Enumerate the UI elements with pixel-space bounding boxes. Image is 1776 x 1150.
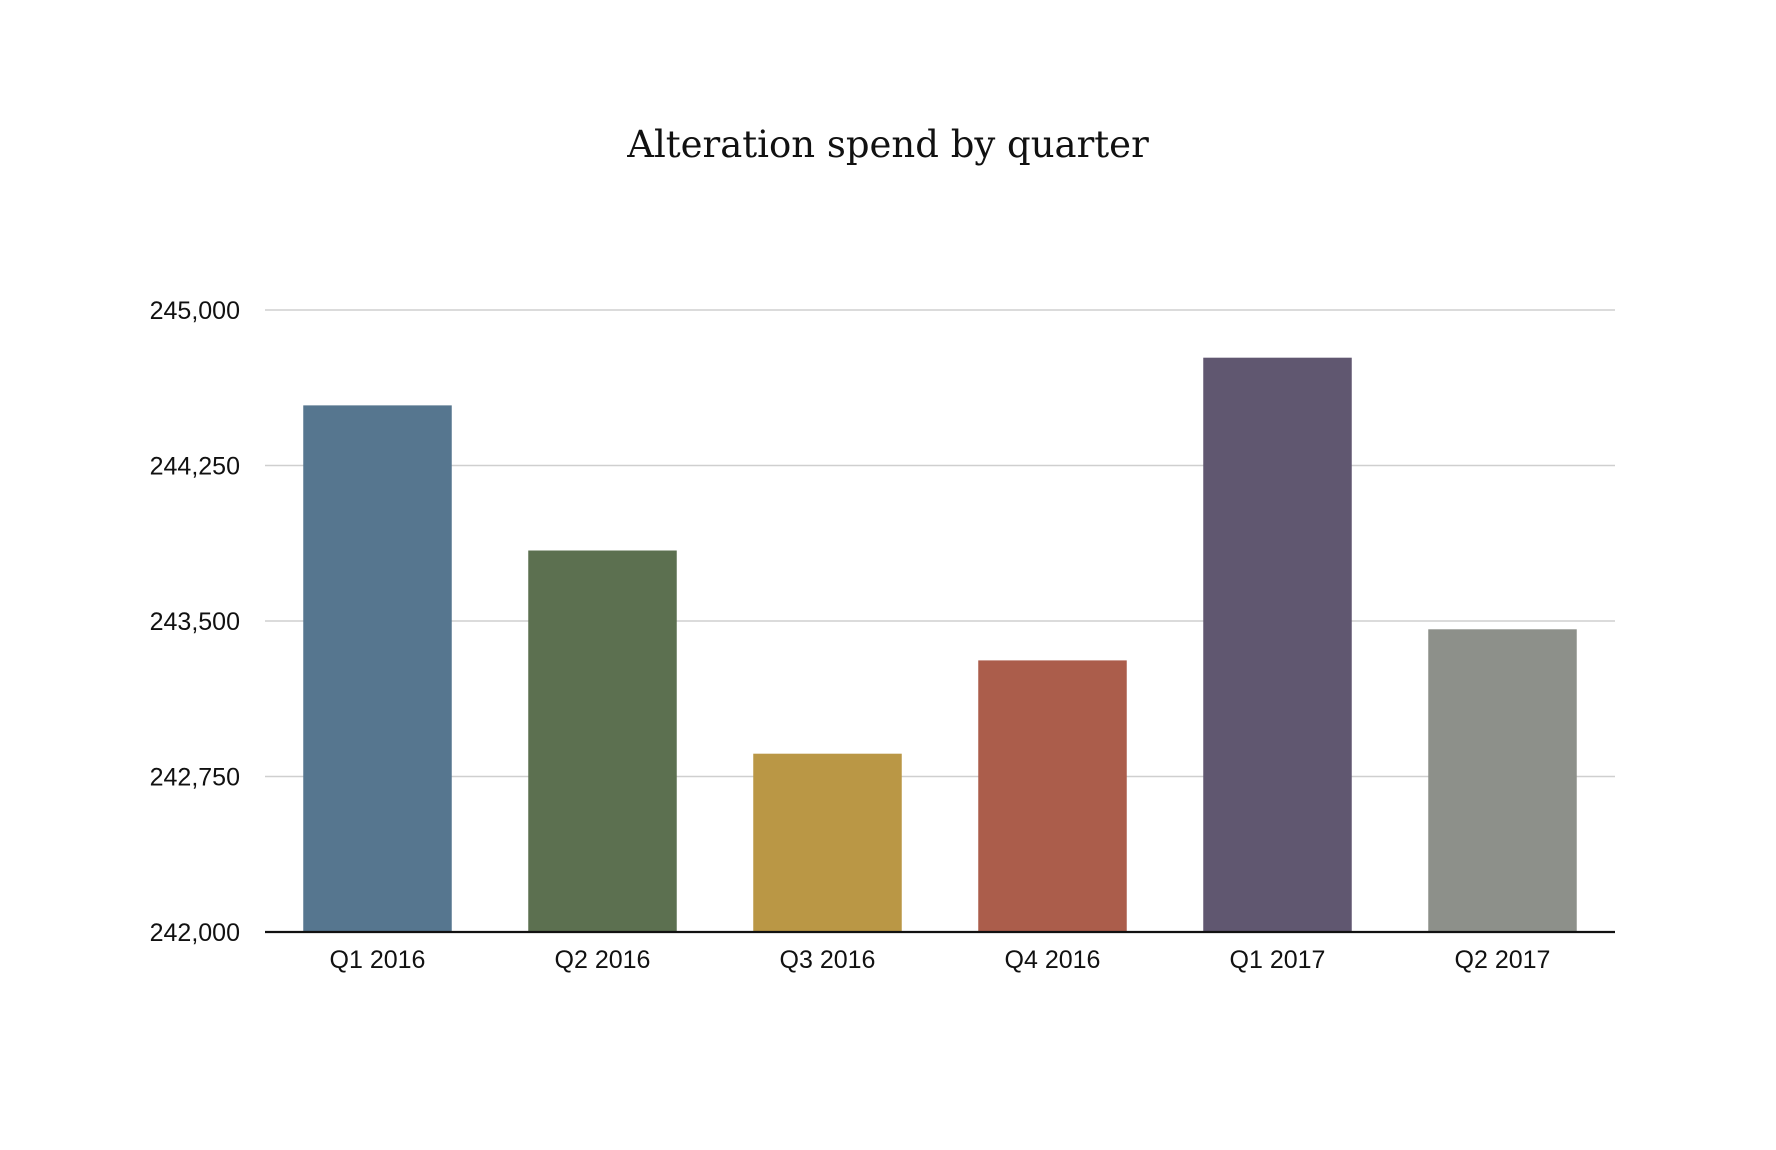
chart-title: Alteration spend by quarter xyxy=(626,123,1149,166)
x-tick-label: Q3 2016 xyxy=(780,946,876,974)
grid-lines xyxy=(265,309,1615,778)
bar-q2-2017 xyxy=(1428,629,1577,932)
y-tick-label: 242,750 xyxy=(150,764,240,792)
x-tick-label: Q2 2017 xyxy=(1455,946,1551,974)
bar-q1-2017 xyxy=(1203,357,1352,933)
y-axis-tick-labels: 242,000 242,750 243,500 244,250 245,000 xyxy=(150,297,240,947)
x-tick-label: Q1 2016 xyxy=(330,946,426,974)
x-axis-tick-labels: Q1 2016 Q2 2016 Q3 2016 Q4 2016 Q1 2017 Q2 20… xyxy=(330,946,1551,974)
y-tick-label: 244,250 xyxy=(150,453,240,481)
x-tick-label: Q1 2017 xyxy=(1230,946,1326,974)
y-tick-label: 243,500 xyxy=(150,608,240,636)
bar-q3-2016 xyxy=(753,753,902,932)
x-tick-label: Q2 2016 xyxy=(555,946,651,974)
bar-q1-2016 xyxy=(303,405,452,933)
bar-q2-2016 xyxy=(528,550,677,932)
y-tick-label: 242,000 xyxy=(150,919,240,947)
bar-q4-2016 xyxy=(978,660,1127,932)
y-tick-label: 245,000 xyxy=(150,297,240,325)
bars xyxy=(303,357,1577,933)
x-tick-label: Q4 2016 xyxy=(1005,946,1101,974)
